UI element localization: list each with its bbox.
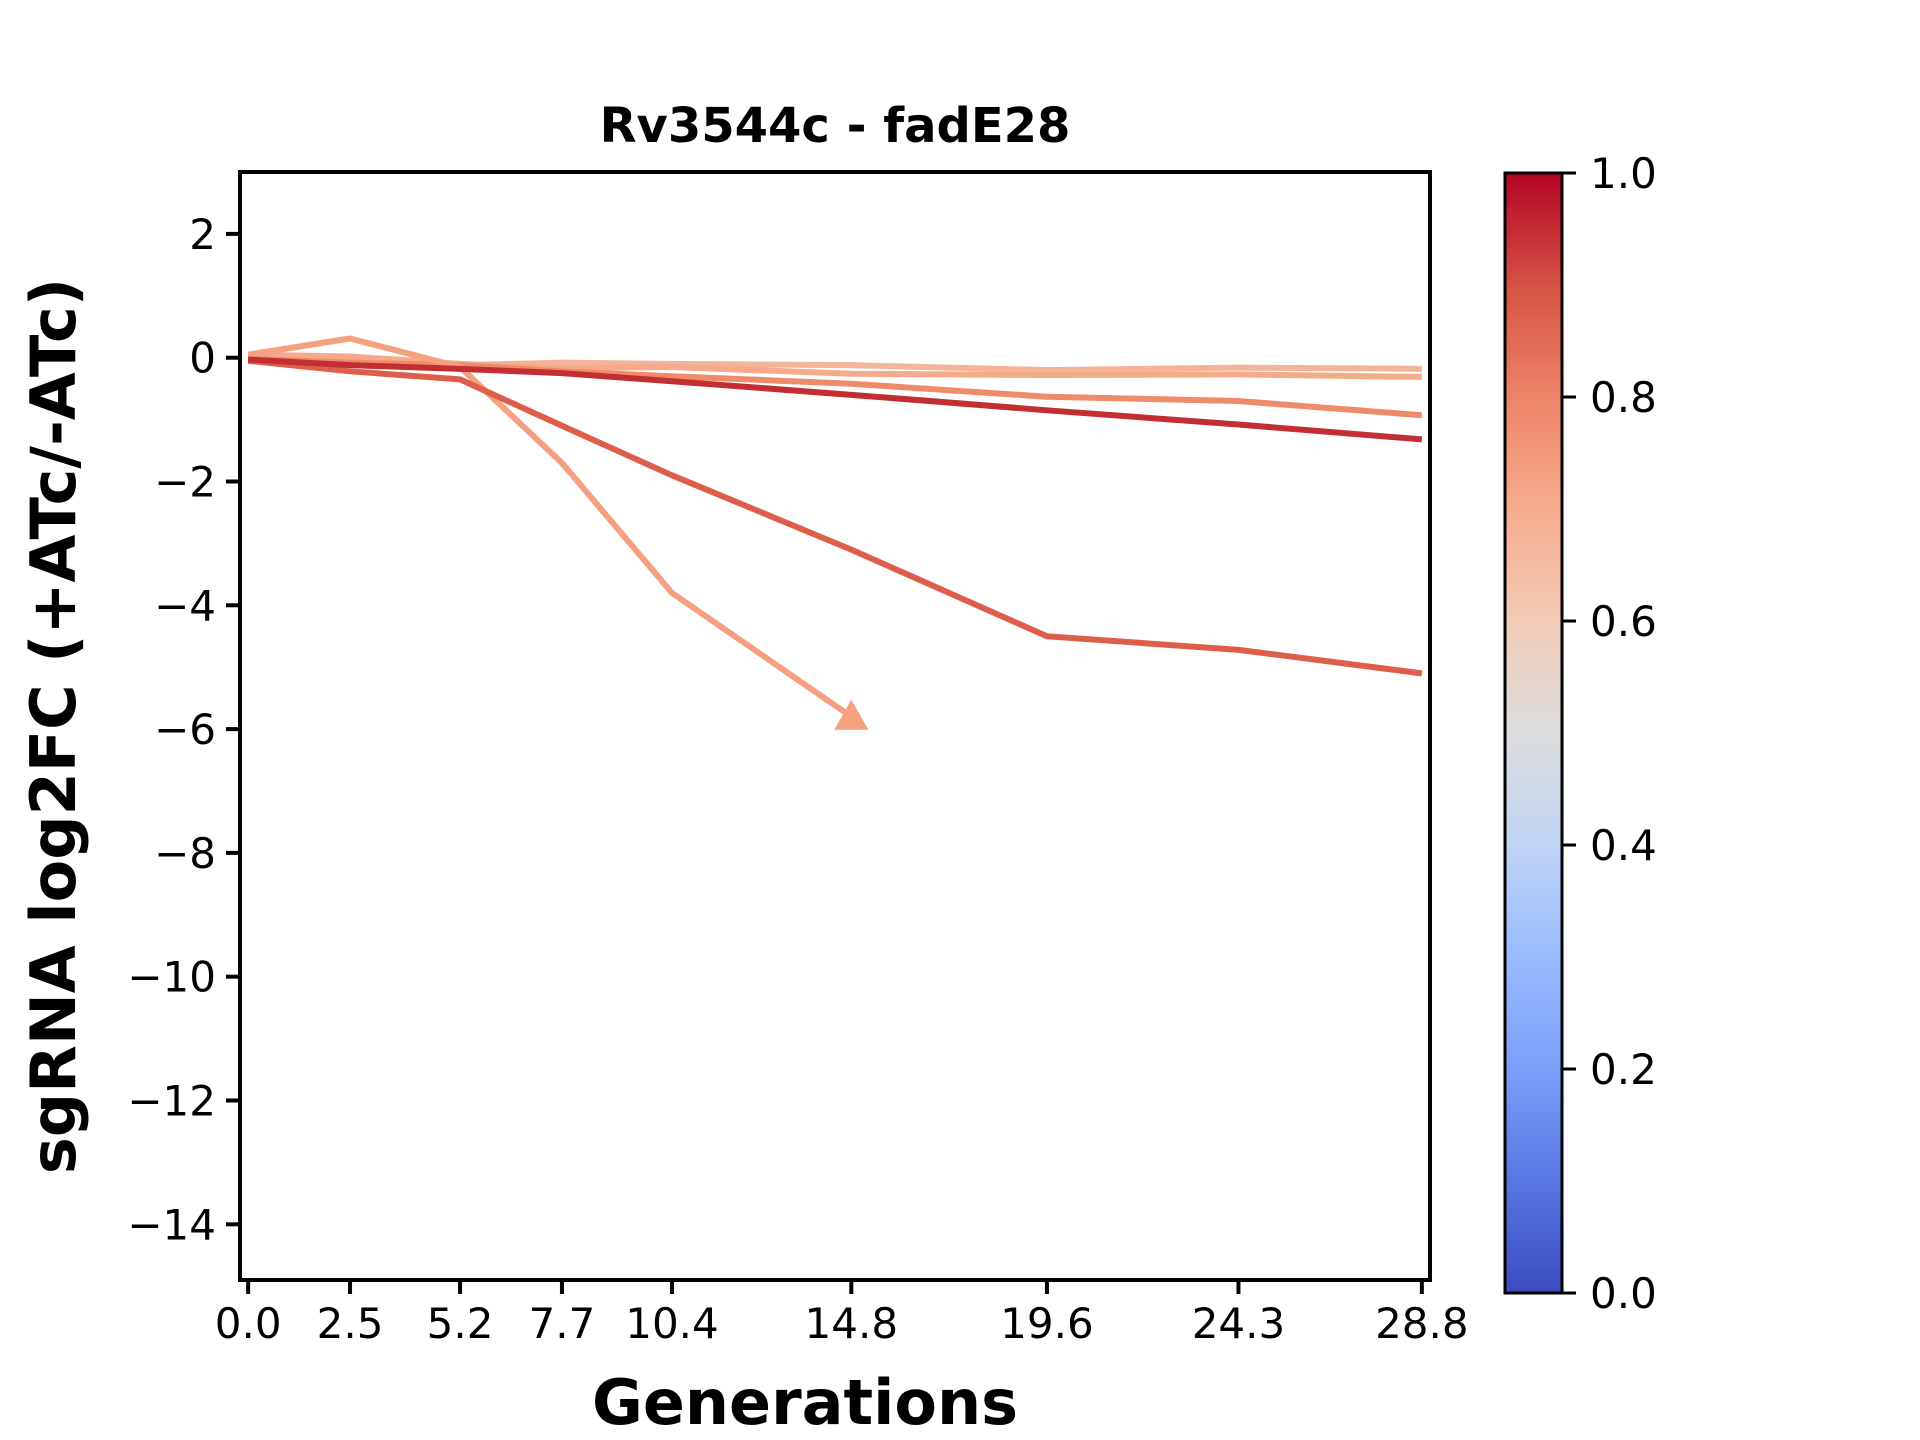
x-tick-label: 10.4: [625, 1299, 719, 1348]
series-line-sgRNA-medium-red: [247, 357, 1423, 677]
y-axis-label: sgRNA log2FC (+ATc/-ATc): [17, 278, 90, 1174]
x-tick-label: 7.7: [529, 1299, 596, 1348]
colorbar: 1.0 0.8 0.6 0.4 0.2 0.0: [1503, 149, 1657, 1318]
series-line-sgRNA-arrow-censored: [247, 335, 854, 720]
colorbar-tick-label: 0.2: [1590, 1045, 1657, 1094]
x-tick-label: 14.8: [805, 1299, 899, 1348]
colorbar-tick-label: 0.8: [1590, 373, 1657, 422]
x-axis-label: Generations: [592, 1366, 1018, 1439]
x-axis: 0.0 2.5 5.2 7.7 10.4 14.8 19.6 24.3 28.8: [215, 1280, 1469, 1348]
y-axis: 2 0 −2 −4 −6 −8 −10 −12 −14: [127, 210, 240, 1249]
colorbar-gradient: [1503, 171, 1564, 1295]
y-tick-label: −6: [154, 705, 216, 754]
y-tick-label: −2: [154, 457, 216, 506]
colorbar-tick-label: 1.0: [1590, 149, 1657, 198]
colorbar-tick-label: 0.6: [1590, 597, 1657, 646]
x-tick-label: 0.0: [215, 1299, 282, 1348]
x-tick-label: 19.6: [1000, 1299, 1094, 1348]
x-tick-label: 2.5: [317, 1299, 384, 1348]
y-tick-label: 2: [189, 210, 216, 259]
y-tick-label: −4: [154, 581, 216, 630]
x-tick-label: 28.8: [1375, 1299, 1469, 1348]
axes-spines: [238, 170, 1432, 1282]
colorbar-tick-label: 0.0: [1590, 1269, 1657, 1318]
y-tick-label: 0: [189, 334, 216, 383]
y-tick-label: −8: [154, 829, 216, 878]
censored-endpoint-triangle-icon: [834, 699, 869, 730]
x-tick-label: 24.3: [1192, 1299, 1286, 1348]
chart-title: Rv3544c - fadE28: [600, 98, 1071, 154]
series-line-sgRNA-darkest-red: [247, 356, 1423, 443]
y-tick-label: −14: [127, 1200, 216, 1249]
plot-area: [247, 335, 1423, 730]
colorbar-ticks: 1.0 0.8 0.6 0.4 0.2 0.0: [1562, 149, 1657, 1318]
y-tick-label: −12: [127, 1076, 216, 1125]
x-tick-label: 5.2: [427, 1299, 494, 1348]
series-line-sgRNA-light: [248, 351, 1422, 380]
y-tick-label: −10: [127, 953, 216, 1002]
colorbar-tick-label: 0.4: [1590, 821, 1657, 870]
